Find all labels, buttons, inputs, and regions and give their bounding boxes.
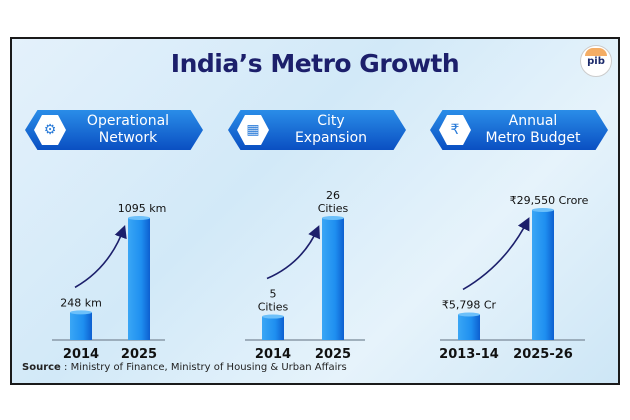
bar-top	[458, 312, 480, 317]
bar-top	[532, 208, 554, 212]
data-label: ₹29,550 Crore	[510, 194, 589, 207]
data-label: ₹5,798 Cr	[442, 298, 497, 311]
bar	[70, 312, 92, 340]
banner-line: Operational	[86, 113, 170, 129]
banner-annual-metro-budget: ₹ Annual Metro Budget	[430, 110, 608, 150]
data-label: 5	[270, 288, 277, 301]
data-label: 248 km	[60, 296, 102, 309]
banner-line: Network	[98, 130, 158, 146]
bar	[458, 314, 480, 340]
data-label: 1095 km	[118, 202, 167, 215]
x-tick-label: 2013-14	[439, 347, 499, 362]
x-tick-label: 2025	[315, 347, 351, 362]
banner-line: Annual	[508, 113, 558, 129]
data-label: Cities	[318, 202, 349, 215]
banner-line: City	[317, 113, 345, 129]
bar	[532, 210, 554, 340]
budget-icon: ₹	[439, 115, 471, 145]
banner-operational-network: ⚙ Operational Network	[25, 110, 203, 150]
bar	[262, 316, 284, 340]
bar-top	[262, 314, 284, 319]
page-title: India’s Metro Growth	[170, 49, 460, 78]
x-tick-label: 2025-26	[513, 347, 573, 362]
growth-arrow	[266, 225, 320, 280]
x-tick-label: 2014	[63, 347, 99, 362]
growth-arrow	[462, 217, 530, 291]
infographic-frame: India’s Metro Growth pib ⚙ Operational Ne…	[10, 37, 620, 385]
bar-top	[128, 216, 150, 220]
banner-line: Expansion	[294, 130, 368, 146]
banner-city-expansion: ▦ City Expansion	[228, 110, 406, 150]
banner-line: Metro Budget	[485, 130, 581, 146]
bar-top	[322, 216, 344, 220]
growth-arrow	[74, 224, 127, 289]
pib-logo: pib	[580, 45, 612, 77]
data-label: Cities	[258, 301, 289, 314]
x-tick-label: 2025	[121, 347, 157, 362]
bar	[322, 218, 344, 340]
bar-top	[70, 310, 92, 315]
x-tick-label: 2014	[255, 347, 291, 362]
data-label: 26	[326, 189, 340, 202]
bar	[128, 218, 150, 340]
source-note: Source : Ministry of Finance, Ministry o…	[22, 362, 347, 373]
